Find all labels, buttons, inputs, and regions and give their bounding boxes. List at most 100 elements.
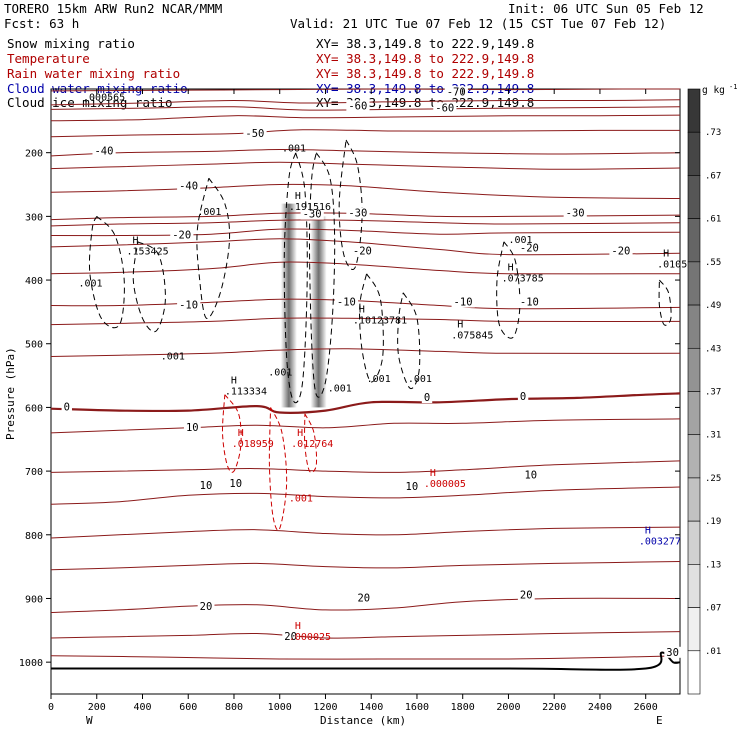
contour-label-bg: [177, 180, 201, 192]
contour-label-bg: [517, 242, 542, 254]
contour-label-bg: [346, 100, 370, 112]
max-value: .000005: [424, 479, 466, 490]
contour-label: -10: [520, 297, 539, 309]
init-time: Init: 06 UTC Sun 05 Feb 12: [508, 1, 704, 16]
y-axis-label: Pressure (hPa): [4, 347, 17, 440]
x-tick-label: 0: [48, 702, 54, 713]
contour-label-bg: [517, 589, 535, 601]
field-xy: XY= 38.3,149.8 to 222.9,149.8: [316, 95, 534, 110]
temperature-contour: [50, 597, 681, 613]
contour-label: -40: [94, 146, 113, 158]
contour-label-bg: [346, 207, 370, 219]
contour-label: -20: [353, 246, 372, 258]
snow-contour: [132, 241, 166, 333]
contour-label-bg: [177, 299, 201, 311]
x-tick-label: 2200: [542, 702, 566, 713]
contour-label-bg: [350, 245, 375, 257]
snow-contour: [397, 292, 421, 390]
temperature-contour: [50, 238, 681, 256]
snow-contour-label: .001: [161, 352, 185, 363]
colorbar-swatch: [687, 607, 701, 652]
snow-contour-label: .001: [508, 235, 532, 246]
field-label: Rain water mixing ratio: [7, 66, 180, 81]
colorbar-swatch: [687, 650, 701, 695]
forecast-hour: Fcst: 63 h: [4, 16, 79, 31]
temperature-contour: [50, 212, 681, 221]
max-value: .10123781: [353, 315, 407, 326]
contour-label: -10: [337, 297, 356, 309]
contour-label-bg: [517, 296, 542, 308]
colorbar-unit-exponent: -1: [729, 83, 737, 91]
max-value: .018959: [232, 439, 274, 450]
contour-label: 30: [666, 647, 679, 659]
x-axis-west: W: [86, 714, 93, 727]
colorbar-level: .67: [705, 171, 721, 181]
y-tick-label: 800: [25, 531, 43, 542]
max-value: .01051: [657, 259, 693, 270]
colorbar-level: .73: [705, 128, 721, 138]
x-tick-label: 1000: [268, 702, 292, 713]
contour-label: -20: [172, 230, 191, 242]
contour-label-bg: [444, 86, 468, 98]
contour-label: -40: [179, 181, 198, 193]
contour-label-bg: [403, 481, 421, 493]
contour-label: -10: [179, 300, 198, 312]
cloud-ice-shade: [310, 216, 327, 408]
temperature-contour: [50, 392, 681, 414]
contour-label: -60: [348, 100, 367, 112]
colorbar-level: .49: [705, 301, 721, 311]
contour-label-bg: [664, 646, 682, 658]
y-tick-label: 300: [25, 212, 43, 223]
contour-label: -10: [454, 297, 473, 309]
field-xy: XY= 38.3,149.8 to 222.9,149.8: [316, 51, 534, 66]
colorbar-level: .31: [705, 431, 721, 441]
colorbar: g kg -1 .73 .67 .61 .55 .49 .43 .37 .31 .25 .19 .1…: [687, 83, 737, 695]
y-tick-label: 200: [25, 149, 43, 160]
max-marker: H: [359, 304, 365, 315]
colorbar-level: .19: [705, 517, 721, 527]
contour-label-bg: [282, 630, 300, 642]
colorbar-level: .13: [705, 560, 721, 570]
snow-contour-label: .001: [408, 374, 432, 385]
temperature-contour: [50, 183, 681, 199]
x-axis-east: E: [656, 714, 663, 727]
contour-label: -30: [303, 209, 322, 221]
x-tick-label: 2400: [588, 702, 612, 713]
contour-label-bg: [183, 421, 201, 433]
colorbar-swatch: [687, 434, 701, 479]
contour-label-bg: [563, 207, 587, 219]
temperature-contour: [50, 418, 681, 434]
rain-contour: [268, 407, 288, 531]
contour-label: 20: [200, 601, 213, 613]
temperature-contour: [50, 228, 681, 237]
rain-contour: [221, 394, 242, 473]
colorbar-swatch: [687, 520, 701, 565]
contour-label: 0: [520, 391, 526, 403]
contour-label: -30: [348, 207, 367, 219]
temperature-contour: [50, 655, 681, 660]
field-label: Cloud ice mixing ratio: [7, 95, 173, 110]
contour-label: 0: [64, 402, 70, 414]
x-tick-label: 1800: [451, 702, 475, 713]
snow-contour-label: .001: [282, 143, 306, 154]
temperature-contour: [50, 161, 681, 170]
snow-contour: [88, 216, 125, 329]
temperature-contour: [50, 114, 681, 122]
max-value: .153425: [126, 247, 168, 258]
max-value: .073785: [502, 273, 544, 284]
colorbar-level: .55: [705, 258, 721, 268]
y-tick-label: 700: [25, 467, 43, 478]
x-tick-label: 800: [225, 702, 243, 713]
max-value: .191516: [289, 202, 331, 213]
x-tick-label: 200: [88, 702, 106, 713]
contour-label-bg: [197, 600, 215, 612]
colorbar-level: .01: [705, 647, 721, 657]
snow-contour-label: .001: [328, 384, 352, 395]
temperature-contour: [50, 88, 681, 92]
max-value: .000025: [289, 632, 331, 643]
contour-label-bg: [421, 392, 433, 404]
snow-contour: [283, 152, 308, 404]
colorbar-swatch: [687, 218, 701, 263]
contour-label-bg: [334, 296, 359, 308]
